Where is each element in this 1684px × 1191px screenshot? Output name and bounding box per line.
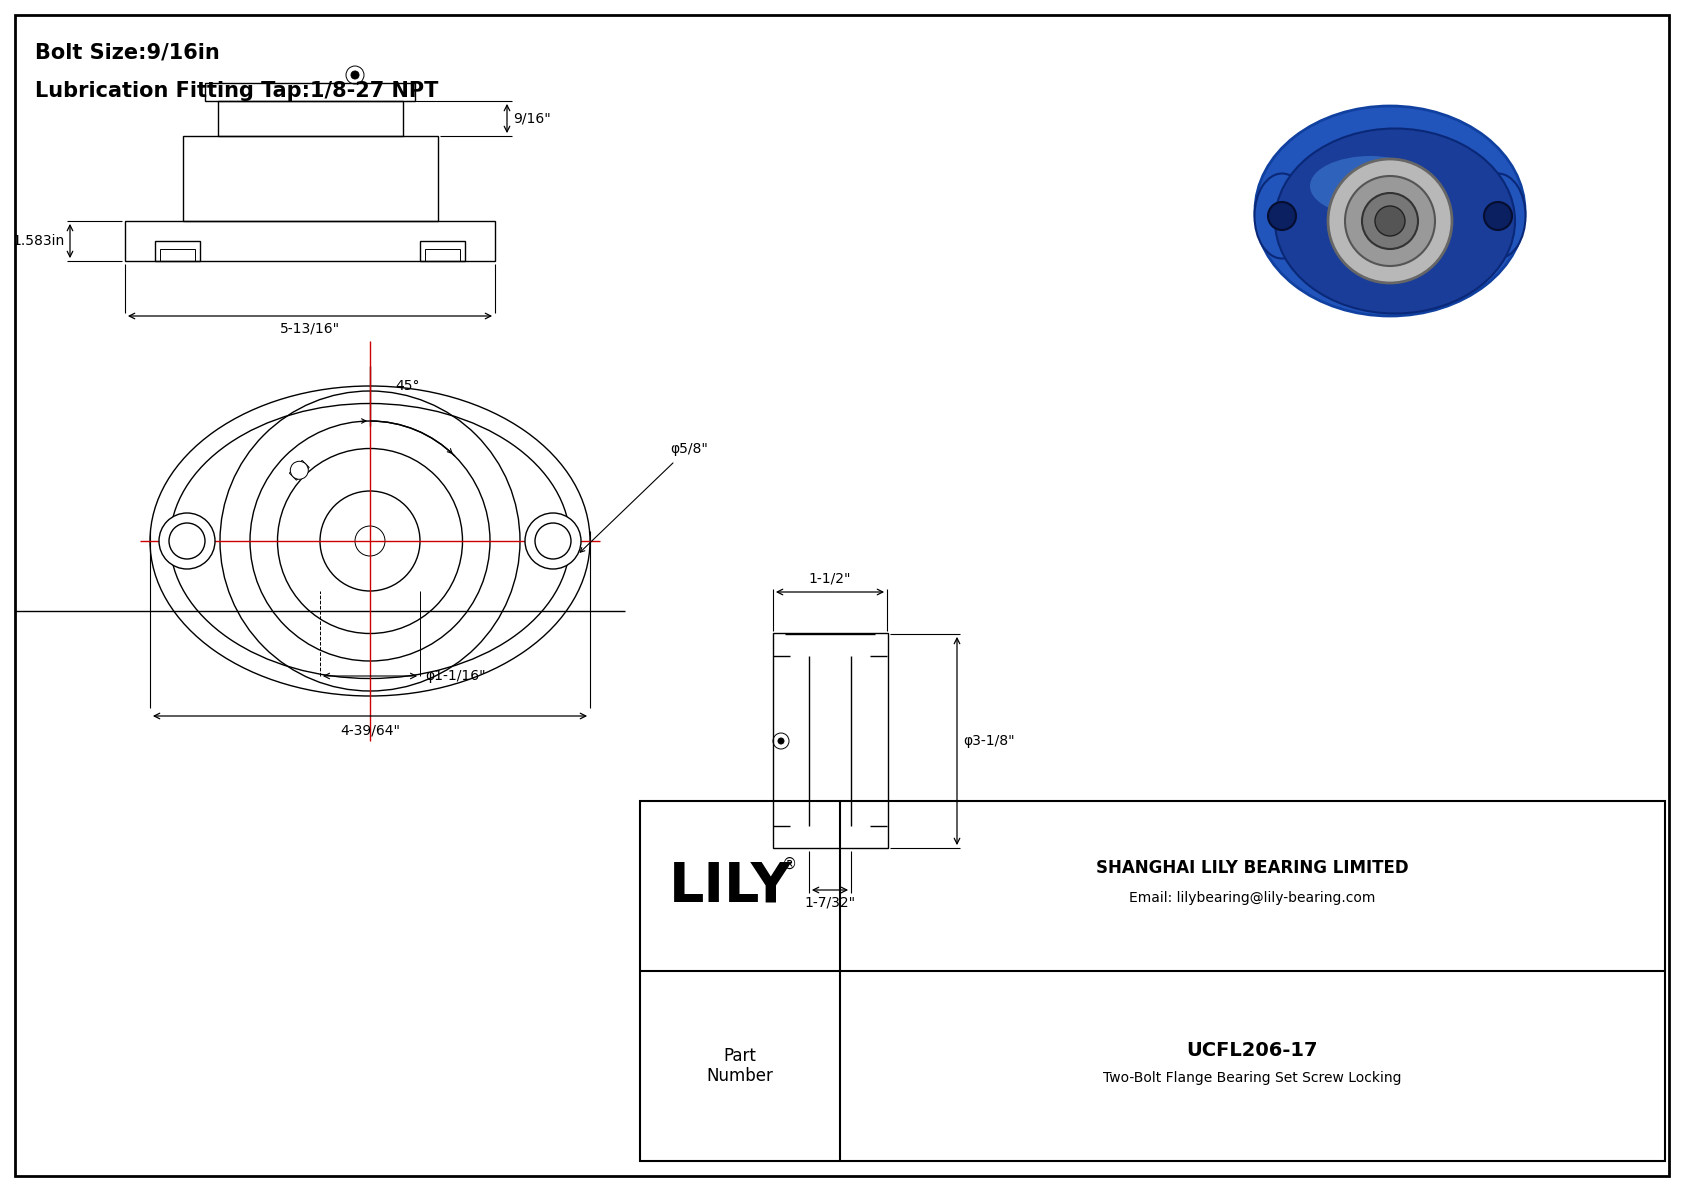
- Bar: [184, 136, 438, 222]
- Bar: [773, 632, 887, 848]
- Text: SHANGHAI LILY BEARING LIMITED: SHANGHAI LILY BEARING LIMITED: [1096, 859, 1408, 877]
- Ellipse shape: [1310, 156, 1430, 216]
- Circle shape: [1346, 176, 1435, 266]
- Ellipse shape: [1470, 174, 1526, 258]
- Text: 1-7/32": 1-7/32": [805, 896, 855, 910]
- Text: 1.583in: 1.583in: [13, 233, 66, 248]
- Text: 9/16": 9/16": [514, 112, 551, 126]
- Circle shape: [525, 513, 581, 569]
- Text: Email: lilybearing@lily-bearing.com: Email: lilybearing@lily-bearing.com: [1128, 891, 1376, 905]
- Text: Lubrication Fitting Tap:1/8-27 NPT: Lubrication Fitting Tap:1/8-27 NPT: [35, 81, 438, 101]
- Circle shape: [1362, 193, 1418, 249]
- Text: φ3-1/8": φ3-1/8": [963, 734, 1015, 748]
- Circle shape: [778, 738, 785, 744]
- Text: UCFL206-17: UCFL206-17: [1186, 1041, 1319, 1060]
- Bar: [125, 222, 495, 261]
- Bar: [155, 241, 200, 261]
- Text: 4-39/64": 4-39/64": [340, 724, 401, 738]
- Bar: [424, 249, 460, 261]
- Text: 1-1/2": 1-1/2": [808, 572, 850, 586]
- Bar: [217, 101, 402, 136]
- Ellipse shape: [1275, 129, 1516, 313]
- Circle shape: [1268, 202, 1297, 230]
- Text: 5-13/16": 5-13/16": [280, 322, 340, 336]
- Circle shape: [350, 71, 359, 79]
- Bar: [640, 802, 1665, 1161]
- Ellipse shape: [1255, 106, 1526, 316]
- Circle shape: [1329, 160, 1452, 283]
- Circle shape: [1376, 206, 1404, 236]
- Bar: [419, 241, 465, 261]
- Text: LILY: LILY: [669, 859, 791, 913]
- Ellipse shape: [1255, 174, 1310, 258]
- Text: φ1-1/16": φ1-1/16": [424, 669, 485, 682]
- Text: 45°: 45°: [396, 379, 419, 393]
- Bar: [205, 83, 414, 101]
- Bar: [290, 461, 310, 480]
- Text: Two-Bolt Flange Bearing Set Screw Locking: Two-Bolt Flange Bearing Set Screw Lockin…: [1103, 1071, 1401, 1085]
- Circle shape: [290, 461, 308, 479]
- Circle shape: [158, 513, 216, 569]
- Text: φ5/8": φ5/8": [670, 442, 707, 456]
- Text: Bolt Size:9/16in: Bolt Size:9/16in: [35, 43, 219, 63]
- Text: Part
Number: Part Number: [707, 1047, 773, 1085]
- Circle shape: [1484, 202, 1512, 230]
- Text: ®: ®: [783, 856, 798, 872]
- Bar: [160, 249, 195, 261]
